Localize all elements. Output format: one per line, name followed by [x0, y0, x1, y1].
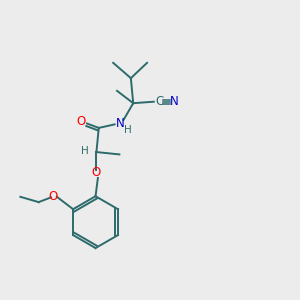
Text: H: H — [81, 146, 89, 156]
Text: C: C — [155, 95, 163, 108]
Text: O: O — [92, 166, 101, 179]
Text: O: O — [48, 190, 58, 203]
Text: O: O — [76, 115, 85, 128]
Text: N: N — [170, 95, 179, 108]
Text: H: H — [124, 125, 132, 135]
Text: N: N — [116, 117, 124, 130]
